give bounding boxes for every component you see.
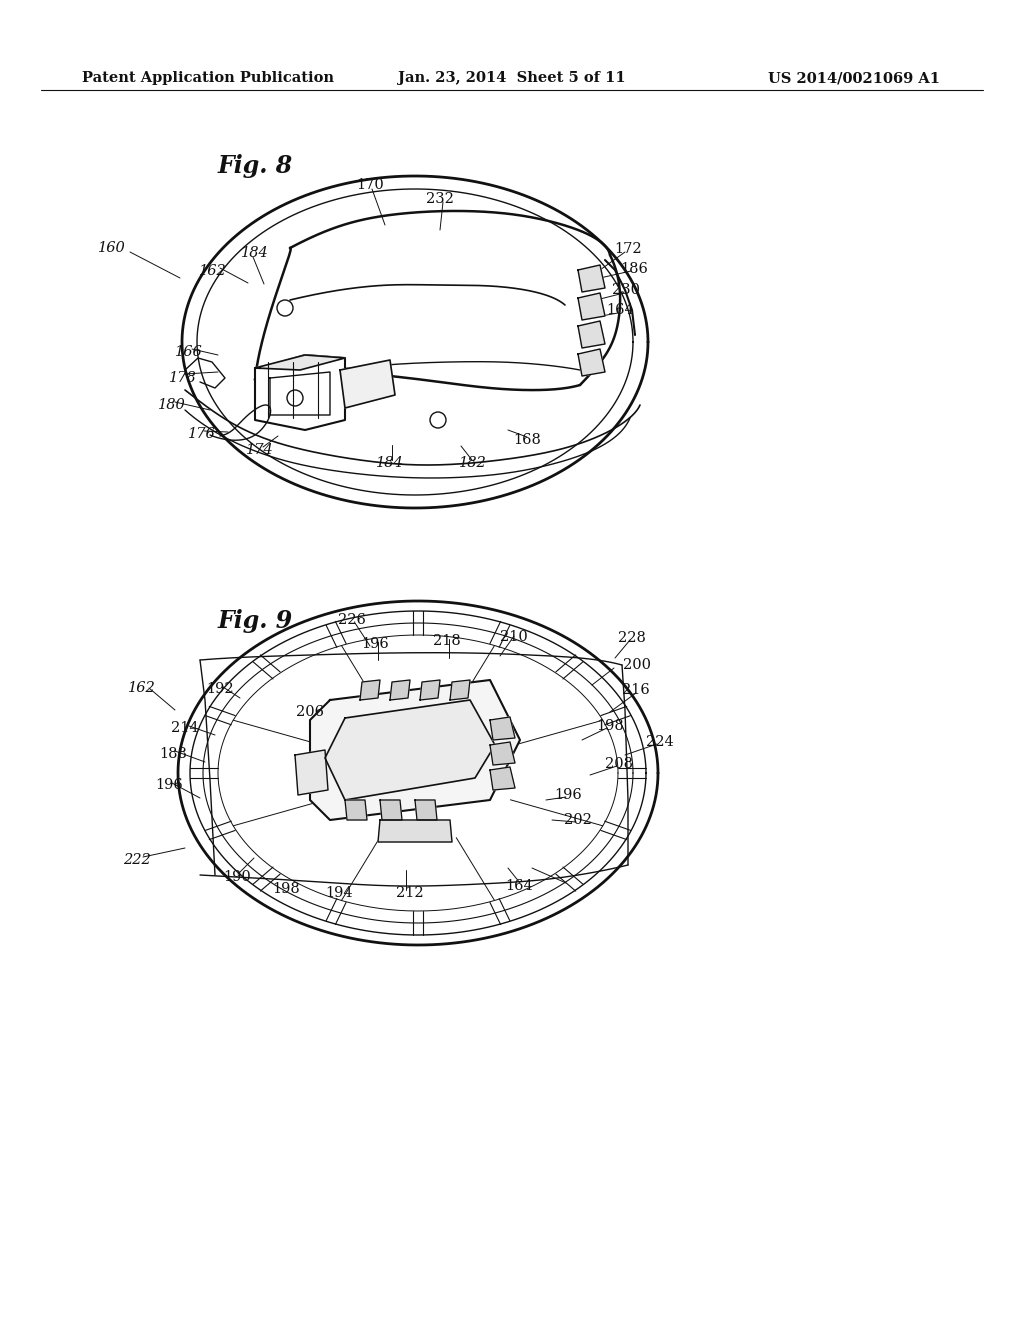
Text: Jan. 23, 2014  Sheet 5 of 11: Jan. 23, 2014 Sheet 5 of 11 — [398, 71, 626, 84]
Text: 202: 202 — [564, 813, 592, 828]
Text: 214: 214 — [171, 721, 199, 735]
Text: 196: 196 — [361, 638, 389, 651]
Text: 160: 160 — [98, 242, 126, 255]
Polygon shape — [490, 717, 515, 741]
Text: 184: 184 — [241, 246, 269, 260]
Text: 200: 200 — [623, 657, 651, 672]
Polygon shape — [255, 355, 345, 370]
Text: 162: 162 — [128, 681, 156, 696]
Polygon shape — [490, 767, 515, 789]
Polygon shape — [345, 800, 367, 820]
Text: 232: 232 — [426, 191, 454, 206]
Polygon shape — [578, 321, 605, 348]
Text: 164: 164 — [606, 304, 634, 317]
Polygon shape — [340, 360, 395, 408]
Text: 218: 218 — [433, 634, 461, 648]
Text: 210: 210 — [500, 630, 528, 644]
Text: 222: 222 — [123, 853, 151, 867]
Polygon shape — [360, 680, 380, 700]
Text: 228: 228 — [618, 631, 646, 645]
Polygon shape — [578, 293, 605, 319]
Text: 168: 168 — [513, 433, 541, 447]
Text: 206: 206 — [296, 705, 324, 719]
Text: 224: 224 — [646, 735, 674, 748]
Text: 226: 226 — [338, 612, 366, 627]
Polygon shape — [390, 680, 410, 700]
Text: 162: 162 — [199, 264, 227, 279]
Polygon shape — [378, 820, 452, 842]
Polygon shape — [325, 700, 495, 800]
Polygon shape — [578, 265, 605, 292]
Text: Fig. 8: Fig. 8 — [218, 154, 293, 178]
Text: 230: 230 — [612, 282, 640, 297]
Text: 164: 164 — [505, 879, 532, 894]
Polygon shape — [578, 348, 605, 376]
Text: 196: 196 — [554, 788, 582, 803]
Polygon shape — [295, 750, 328, 795]
Text: 178: 178 — [169, 371, 197, 385]
Text: 174: 174 — [246, 444, 273, 457]
Polygon shape — [310, 680, 520, 820]
Text: 212: 212 — [396, 886, 424, 900]
Polygon shape — [415, 800, 437, 820]
Text: 172: 172 — [614, 242, 642, 256]
Text: 208: 208 — [605, 756, 633, 771]
Text: 180: 180 — [158, 399, 186, 412]
Text: Fig. 9: Fig. 9 — [218, 609, 293, 634]
Text: 182: 182 — [459, 455, 486, 470]
Polygon shape — [255, 355, 345, 430]
Text: 198: 198 — [596, 719, 624, 733]
Text: Patent Application Publication: Patent Application Publication — [82, 71, 334, 84]
Text: 216: 216 — [623, 682, 650, 697]
Text: 192: 192 — [206, 682, 233, 696]
Text: 186: 186 — [621, 261, 648, 276]
Text: US 2014/0021069 A1: US 2014/0021069 A1 — [768, 71, 940, 84]
Text: 190: 190 — [223, 870, 251, 884]
Polygon shape — [380, 800, 402, 820]
Text: 196: 196 — [155, 777, 183, 792]
Text: 194: 194 — [326, 886, 353, 900]
Text: 166: 166 — [175, 345, 203, 359]
Text: 188: 188 — [159, 747, 187, 762]
Text: 184: 184 — [376, 455, 403, 470]
Text: 170: 170 — [356, 178, 384, 191]
Polygon shape — [490, 742, 515, 766]
Polygon shape — [420, 680, 440, 700]
Text: 176: 176 — [188, 426, 216, 441]
Polygon shape — [450, 680, 470, 700]
Text: 198: 198 — [272, 882, 300, 896]
